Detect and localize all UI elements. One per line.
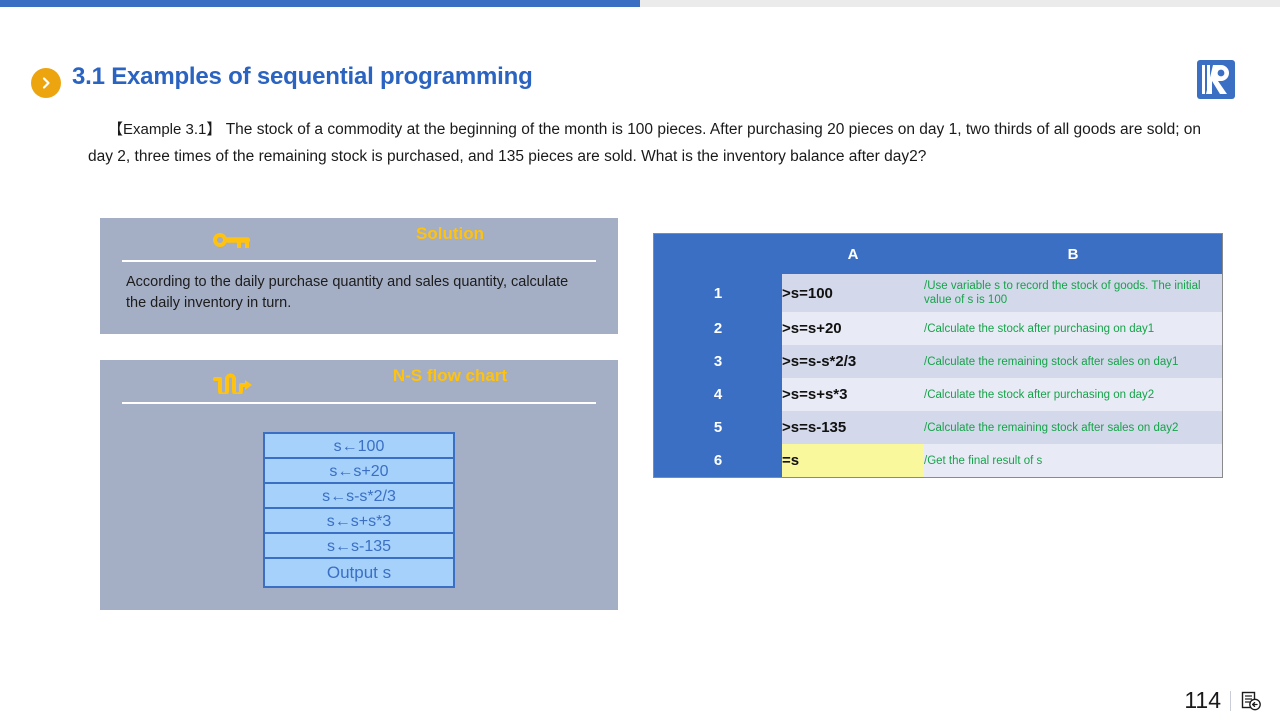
column-header-a: A (782, 234, 924, 274)
code-cell-a[interactable]: >s=s+20 (782, 312, 924, 345)
slide-footer: 114 (1184, 687, 1262, 714)
column-header-corner (654, 234, 782, 274)
table-row: 3 >s=s-s*2/3/Calculate the remaining stoc… (654, 345, 1222, 378)
column-header-b: B (924, 234, 1222, 274)
comment-cell-b[interactable]: /Get the final result of s (924, 444, 1222, 477)
page-number: 114 (1184, 687, 1221, 713)
table-row: 5 >s=s-135/Calculate the remaining stock … (654, 411, 1222, 444)
table-row: 6 =s/Get the final result of s (654, 444, 1222, 477)
ns-flowchart-step: s←s+20 (265, 459, 453, 484)
code-cell-a[interactable]: >s=s-135 (782, 411, 924, 444)
key-icon (212, 228, 268, 254)
ns-flowchart-step: s←s-s*2/3 (265, 484, 453, 509)
slide-progress-bar (0, 0, 1280, 7)
example-body: The stock of a commodity at the beginnin… (88, 121, 1202, 165)
example-tag: 【Example 3.1】 (108, 121, 222, 138)
table-row: 4 >s=s+s*3/Calculate the stock after purc… (654, 378, 1222, 411)
row-index-cell[interactable]: 2 (654, 312, 782, 345)
solution-panel-header: Solution (100, 218, 618, 262)
book-r-logo-icon (1196, 59, 1236, 100)
table-row: 2 >s=s+20/Calculate the stock after purch… (654, 312, 1222, 345)
ns-flowchart-step: s←s+s*3 (265, 509, 453, 534)
row-index-cell[interactable]: 1 (654, 274, 782, 312)
footer-divider (1230, 690, 1231, 711)
comment-cell-b[interactable]: /Calculate the remaining stock after sal… (924, 411, 1222, 444)
slide-progress-fill (0, 0, 640, 7)
code-spreadsheet: A B 1 >s=100/Use variable s to record the… (653, 233, 1223, 478)
row-index-cell[interactable]: 4 (654, 378, 782, 411)
example-paragraph: 【Example 3.1】 The stock of a commodity a… (88, 116, 1214, 170)
table-row: 1 >s=100/Use variable s to record the sto… (654, 274, 1222, 312)
comment-cell-b[interactable]: /Calculate the remaining stock after sal… (924, 345, 1222, 378)
chevron-right-icon (31, 68, 61, 98)
solution-panel-body: According to the daily purchase quantity… (126, 274, 569, 311)
code-cell-a[interactable]: =s (782, 444, 924, 477)
row-index-cell[interactable]: 5 (654, 411, 782, 444)
code-cell-a[interactable]: >s=100 (782, 274, 924, 312)
flowchart-panel-divider (122, 402, 596, 404)
ns-flowchart-step: s←100 (265, 434, 453, 459)
zigzag-arrow-icon (212, 370, 268, 396)
ns-flowchart-step: s←s-135 (265, 534, 453, 559)
solution-panel-title: Solution (416, 224, 484, 243)
ns-flowchart-step: Output s (265, 559, 453, 586)
code-cell-a[interactable]: >s=s+s*3 (782, 378, 924, 411)
flowchart-panel-header: N-S flow chart (100, 360, 618, 404)
comment-cell-b[interactable]: /Calculate the stock after purchasing on… (924, 312, 1222, 345)
flowchart-panel-title: N-S flow chart (392, 366, 508, 385)
row-index-cell[interactable]: 3 (654, 345, 782, 378)
row-index-cell[interactable]: 6 (654, 444, 782, 477)
solution-panel: Solution According to the daily purchase… (100, 218, 618, 334)
comment-cell-b[interactable]: /Calculate the stock after purchasing on… (924, 378, 1222, 411)
ns-flowchart: s←100 s←s+20 s←s-s*2/3 s←s+s*3 s←s-135 Output… (263, 432, 455, 588)
comment-cell-b[interactable]: /Use variable s to record the stock of g… (924, 274, 1222, 312)
flowchart-panel: N-S flow chart s←100 s←s+20 s←s-s*2/3 s←s+s… (100, 360, 618, 610)
document-back-icon[interactable] (1240, 690, 1262, 712)
page-title: 3.1 Examples of sequential programming (72, 63, 533, 90)
slide-header: 3.1 Examples of sequential programming (0, 28, 1280, 99)
solution-panel-divider (122, 260, 596, 262)
code-cell-a[interactable]: >s=s-s*2/3 (782, 345, 924, 378)
table-header-row: A B (654, 234, 1222, 274)
